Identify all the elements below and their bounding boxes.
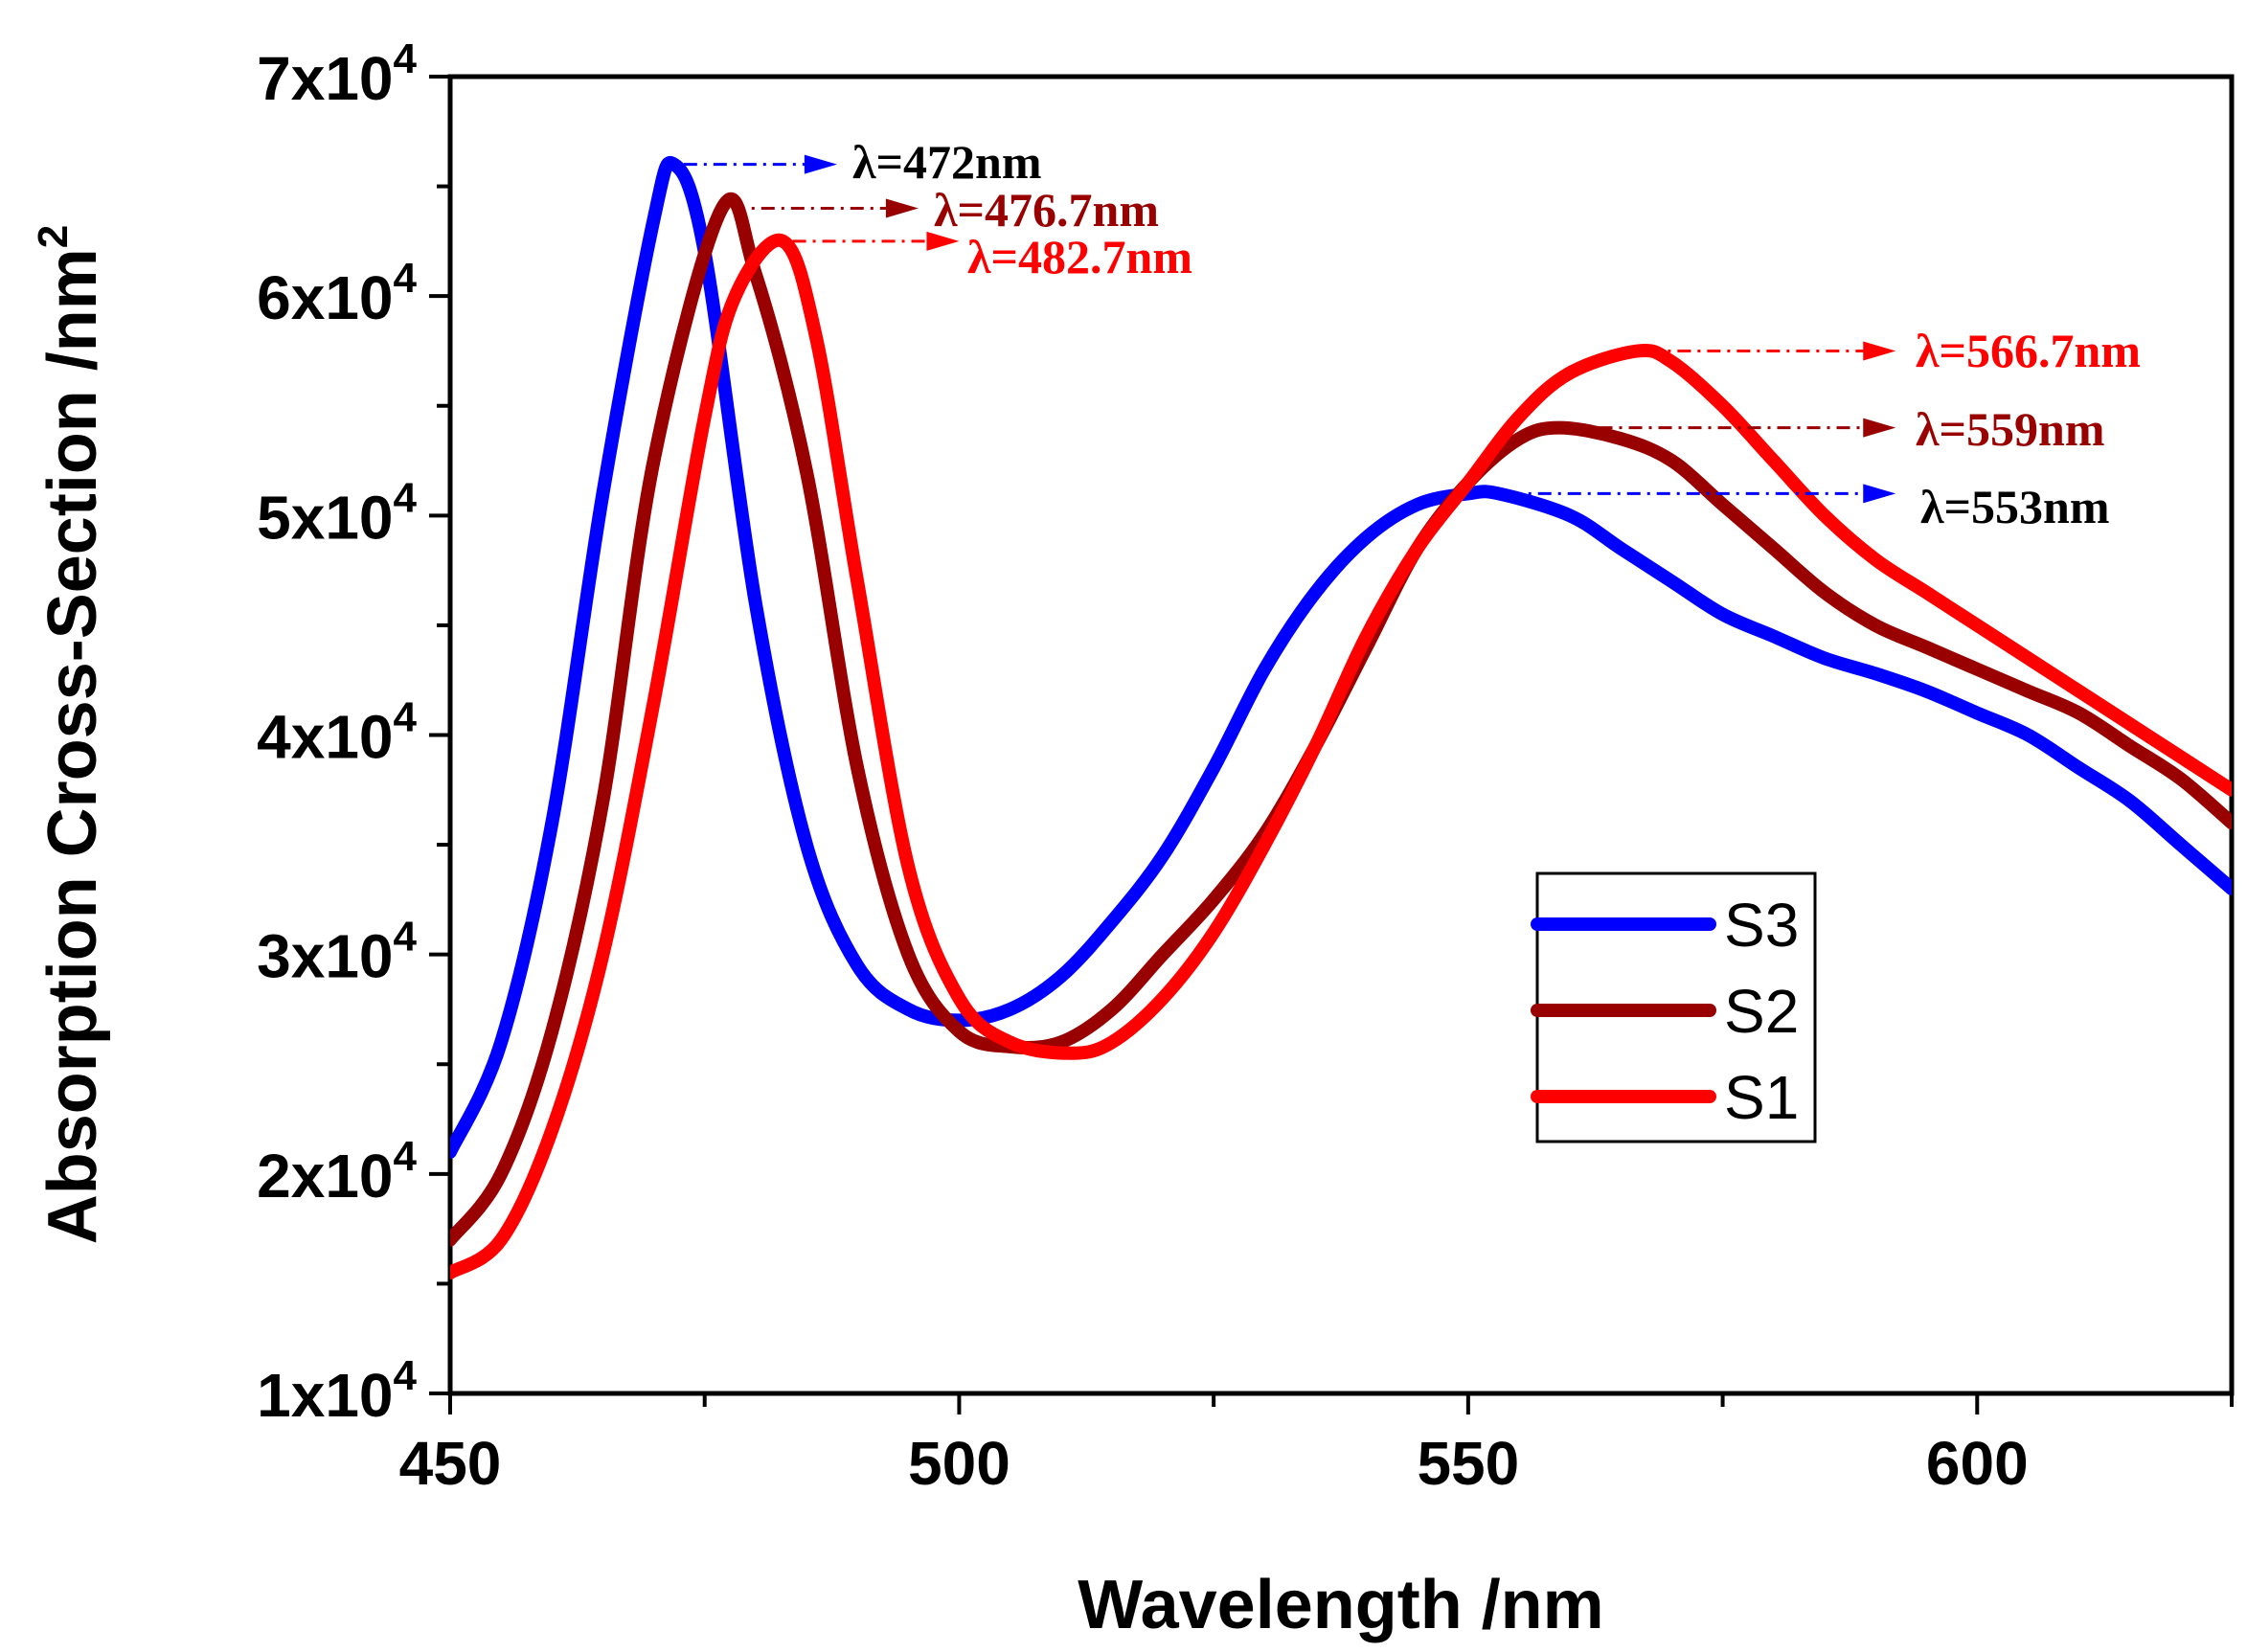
annotation-label: λ=482.7nm	[967, 230, 1192, 283]
y-tick-label: 3x104	[257, 914, 417, 991]
x-tick-label: 500	[908, 1429, 1010, 1498]
series-line-s3	[450, 155, 2232, 1159]
y-tick-label: 6x104	[257, 255, 417, 332]
y-axis-title: Absorption Cross-Section /nm2	[30, 225, 111, 1245]
y-tick-label: 5x104	[257, 474, 417, 552]
annotation-arrowhead	[1863, 418, 1896, 438]
series-line-s1	[450, 233, 2232, 1279]
legend-label-s2: S2	[1724, 977, 1799, 1046]
annotation-label: λ=476.7nm	[934, 183, 1159, 237]
x-tick-label: 550	[1417, 1429, 1519, 1498]
y-axis-title-text: Absorption Cross-Section /nm	[34, 248, 111, 1244]
x-axis-title: Wavelength /nm	[1078, 1567, 1603, 1643]
legend: S3 S2 S1	[1531, 871, 1817, 1143]
y-tick-label: 4x104	[257, 694, 417, 772]
annotation-label: λ=559nm	[1916, 402, 2105, 456]
legend-label-s3: S3	[1724, 891, 1799, 960]
annotation-arrowhead	[1863, 484, 1896, 504]
annotation-arrowhead	[1863, 341, 1896, 361]
plot-frame	[447, 74, 2235, 1396]
annotation-arrowhead	[885, 198, 919, 218]
annotation-arrowhead	[926, 231, 960, 251]
annotation-label: λ=472nm	[852, 135, 1042, 189]
y-tick-label: 7x104	[257, 35, 417, 113]
legend-label-s1: S1	[1724, 1063, 1799, 1132]
series-line-s2	[450, 192, 2232, 1247]
annotation-label: λ=566.7nm	[1916, 324, 2141, 377]
y-axis-title-superscript: 2	[30, 225, 77, 248]
x-tick-label: 450	[399, 1429, 502, 1498]
y-tick-label: 2x104	[257, 1133, 417, 1211]
annotation-label: λ=553nm	[1920, 480, 2110, 533]
x-tick-label: 600	[1926, 1429, 2029, 1498]
annotation-arrowhead	[804, 154, 837, 174]
y-tick-label: 1x104	[257, 1352, 417, 1430]
